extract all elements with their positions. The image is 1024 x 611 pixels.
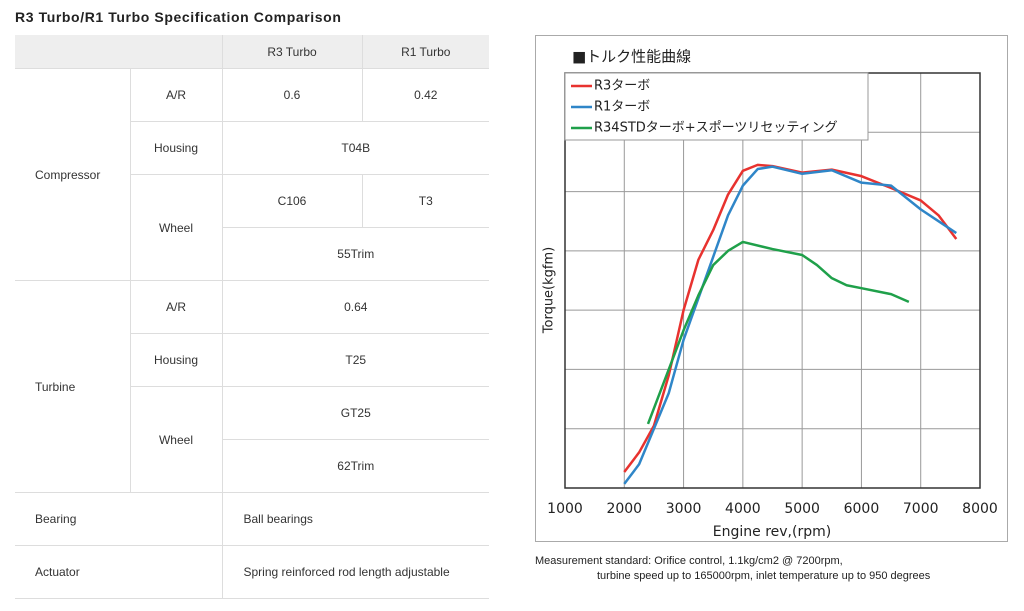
title: R3 Turbo/R1 Turbo Specification Comparis… (15, 9, 342, 25)
x-tick-label: 2000 (606, 501, 642, 517)
x-tick-label: 1000 (547, 501, 583, 517)
legend-label: R3ターボ (594, 79, 650, 94)
series-line (646, 240, 910, 425)
label-cell: Bearing (15, 492, 222, 546)
series-line (623, 165, 957, 485)
x-tick-label: 6000 (844, 501, 880, 517)
cell: 0.6 (221, 68, 362, 122)
x-tick-label: 7000 (903, 501, 939, 517)
legend-label: R34STDターボ+スポーツリセッティング (594, 121, 838, 136)
label-cell: Wheel (129, 386, 222, 493)
cell: 0.42 (361, 68, 489, 122)
cell: 0.64 (221, 280, 489, 334)
cell: Spring reinforced rod length adjustable (221, 545, 489, 599)
cell: 55Trim (221, 227, 489, 281)
label-cell: Housing (129, 333, 222, 387)
label-cell: Actuator (15, 545, 222, 599)
group-cell: Turbine (15, 280, 130, 493)
legend-box (564, 72, 869, 141)
cell: 62Trim (221, 439, 489, 493)
x-tick-label: 3000 (666, 501, 702, 517)
chart-frame (535, 35, 1008, 542)
x-tick-label: 4000 (725, 501, 761, 517)
caption: Measurement standard: Orifice control, 1… (535, 555, 843, 567)
cell: Ball bearings (221, 492, 489, 546)
group-cell: Compressor (15, 68, 130, 281)
legend-label: R1ターボ (594, 100, 650, 115)
header-cell: R1 Turbo (361, 35, 489, 69)
cell: GT25 (221, 386, 489, 440)
label-cell: A/R (129, 68, 222, 122)
x-tick-label: 5000 (784, 501, 820, 517)
label-cell: A/R (129, 280, 222, 334)
cell: T3 (361, 174, 489, 228)
label-cell: Wheel (129, 174, 222, 281)
header-cell (15, 35, 222, 69)
cell: T25 (221, 333, 489, 387)
label-cell: Housing (129, 121, 222, 175)
y-axis-label: Torque(kgfm) (542, 247, 557, 334)
x-tick-label: 8000 (962, 501, 998, 517)
cell: C106 (221, 174, 362, 228)
cell: T04B (221, 121, 489, 175)
spec-table: R3 Turbo R1 Turbo Compressor A/R 0.6 0.42 Ho… (15, 35, 489, 599)
caption: turbine speed up to 165000rpm, inlet tem… (597, 570, 931, 582)
series-line (623, 163, 958, 473)
chart-title: ■トルク性能曲線 (572, 48, 691, 66)
x-axis-label: Engine rev,(rpm) (713, 524, 831, 540)
header-cell: R3 Turbo (221, 35, 362, 69)
